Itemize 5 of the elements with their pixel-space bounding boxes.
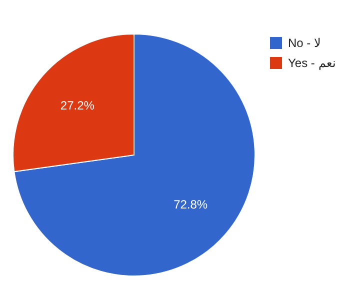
data-label: 27.2% xyxy=(60,98,95,113)
pie-slice xyxy=(14,34,256,276)
data-label: 72.8% xyxy=(174,197,208,212)
legend-label: No - لا xyxy=(288,36,322,50)
legend-label: Yes - نعم xyxy=(288,56,336,70)
